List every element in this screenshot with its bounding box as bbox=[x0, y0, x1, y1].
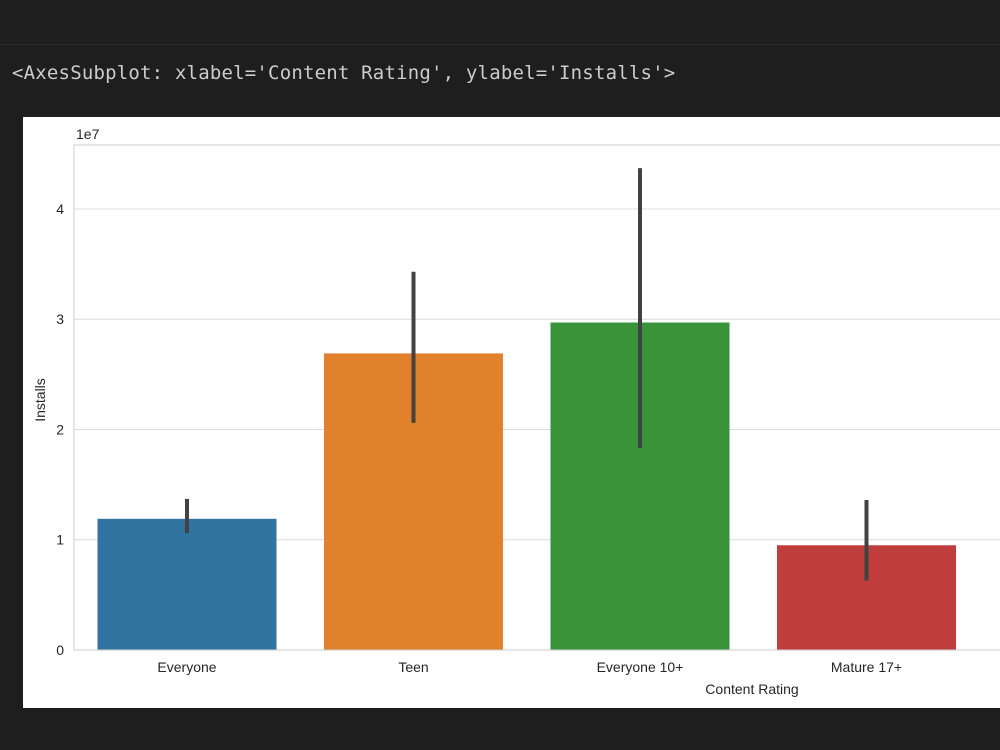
bar-0 bbox=[98, 519, 277, 650]
x-tick-label-1: Teen bbox=[398, 659, 428, 675]
y-offset-label: 1e7 bbox=[76, 126, 100, 142]
x-tick-label-0: Everyone bbox=[157, 659, 216, 675]
bars bbox=[98, 323, 957, 650]
y-axis-label: Installs bbox=[32, 378, 48, 422]
y-tick-label-4: 4 bbox=[56, 201, 64, 217]
x-tick-label-3: Mature 17+ bbox=[831, 659, 902, 675]
error-bars bbox=[187, 168, 867, 580]
x-axis-label: Content Rating bbox=[705, 681, 798, 697]
y-tick-label-3: 3 bbox=[56, 311, 64, 327]
x-tick-label-2: Everyone 10+ bbox=[597, 659, 684, 675]
chart-figure: 0 1 2 3 4 Everyone Teen Everyone 10+ Mature 17+ … bbox=[23, 117, 1000, 708]
y-tick-label-2: 2 bbox=[56, 421, 64, 437]
y-tick-label-1: 1 bbox=[56, 532, 64, 548]
y-tick-label-0: 0 bbox=[56, 642, 64, 658]
axes-repr-text: <AxesSubplot: xlabel='Content Rating', y… bbox=[12, 62, 675, 84]
code-cell-strip bbox=[0, 0, 1000, 45]
